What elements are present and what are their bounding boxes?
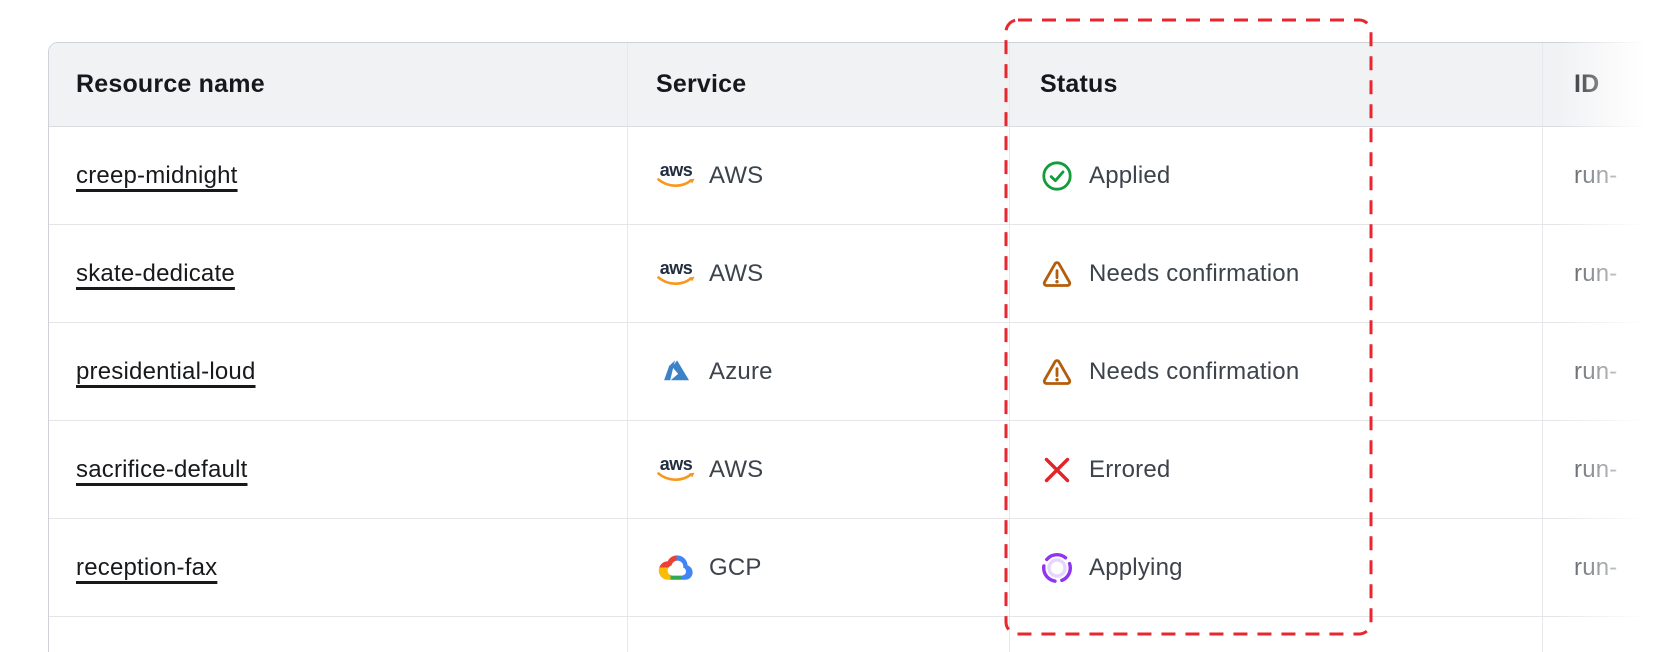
status-cell: Applying xyxy=(1009,519,1542,616)
service-cell: aws AWS xyxy=(627,225,1009,322)
run-id-cell: run- xyxy=(1542,323,1672,420)
table-header-row: Resource name Service Status ID xyxy=(49,43,1672,127)
warning-icon xyxy=(1040,257,1074,291)
aws-icon: aws xyxy=(656,161,696,187)
service-label: AWS xyxy=(709,259,764,287)
service-label: GCP xyxy=(709,553,762,581)
resource-name-cell: presidential-loud xyxy=(49,323,627,420)
azure-icon xyxy=(656,356,696,387)
table-body: creep-midnight aws AWS Appli xyxy=(49,127,1672,617)
run-id-label: run- xyxy=(1574,455,1618,483)
run-id-label: run- xyxy=(1574,553,1618,581)
resources-table: Resource name Service Status ID creep-mi… xyxy=(48,42,1672,652)
status-label: Applied xyxy=(1089,161,1171,189)
status-label: Needs confirmation xyxy=(1089,357,1300,385)
table-row: creep-midnight aws AWS Appli xyxy=(49,127,1672,225)
column-header-service: Service xyxy=(627,43,1009,126)
warning-icon xyxy=(1040,355,1074,389)
status-cell: Applied xyxy=(1009,127,1542,224)
resource-name-cell: creep-midnight xyxy=(49,127,627,224)
run-id-cell: run- xyxy=(1542,519,1672,616)
run-id-label: run- xyxy=(1574,161,1618,189)
table-row: skate-dedicate aws AWS xyxy=(49,225,1672,323)
column-header-status: Status xyxy=(1009,43,1542,126)
service-cell: Azure xyxy=(627,323,1009,420)
spinner-icon xyxy=(1040,551,1074,585)
status-cell: Needs confirmation xyxy=(1009,225,1542,322)
resource-link[interactable]: sacrifice-default xyxy=(76,455,248,483)
aws-icon: aws xyxy=(656,259,696,285)
resource-name-cell: sacrifice-default xyxy=(49,421,627,518)
service-cell: GCP xyxy=(627,519,1009,616)
resource-name-cell: skate-dedicate xyxy=(49,225,627,322)
run-id-label: run- xyxy=(1574,357,1618,385)
status-label: Errored xyxy=(1089,455,1171,483)
partial-next-row xyxy=(49,617,1672,652)
column-header-resource-name: Resource name xyxy=(76,70,265,98)
service-label: Azure xyxy=(709,357,773,385)
service-label: AWS xyxy=(709,161,764,189)
service-cell: aws AWS xyxy=(627,421,1009,518)
gcp-icon xyxy=(656,553,696,583)
status-cell: Needs confirmation xyxy=(1009,323,1542,420)
resource-link[interactable]: skate-dedicate xyxy=(76,259,235,287)
check-icon xyxy=(1040,159,1074,193)
resource-link[interactable]: reception-fax xyxy=(76,553,218,581)
table-row: presidential-loud Azure Needs confirmati… xyxy=(49,323,1672,421)
resource-link[interactable]: creep-midnight xyxy=(76,161,238,189)
table-row: reception-fax GCP xyxy=(49,519,1672,617)
run-id-cell: run- xyxy=(1542,225,1672,322)
run-id-cell: run- xyxy=(1542,421,1672,518)
status-label: Applying xyxy=(1089,553,1183,581)
resource-link[interactable]: presidential-loud xyxy=(76,357,256,385)
run-id-cell: run- xyxy=(1542,127,1672,224)
status-label: Needs confirmation xyxy=(1089,259,1300,287)
aws-icon: aws xyxy=(656,455,696,481)
run-id-label: run- xyxy=(1574,259,1618,287)
error-x-icon xyxy=(1040,455,1074,485)
status-cell: Errored xyxy=(1009,421,1542,518)
service-label: AWS xyxy=(709,455,764,483)
column-header-id: ID xyxy=(1542,43,1672,126)
table-row: sacrifice-default aws AWS Errored xyxy=(49,421,1672,519)
resource-name-cell: reception-fax xyxy=(49,519,627,616)
service-cell: aws AWS xyxy=(627,127,1009,224)
